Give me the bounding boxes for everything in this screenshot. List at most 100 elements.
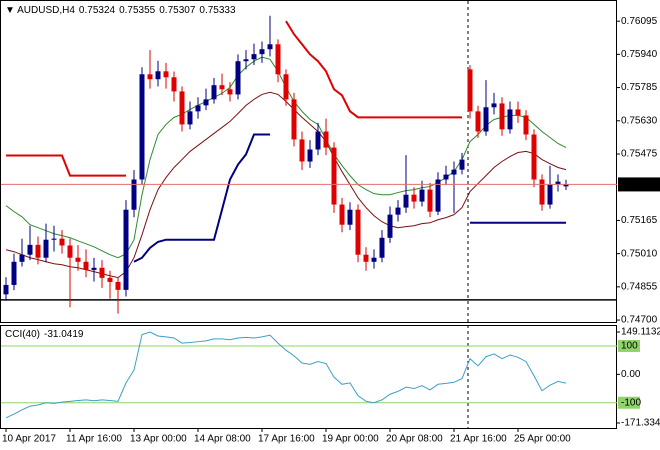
candle-body bbox=[443, 174, 449, 180]
candle-body bbox=[147, 74, 153, 80]
step-line bbox=[133, 133, 270, 263]
candle-body bbox=[203, 99, 209, 106]
y-tick-label: 0.75165 bbox=[621, 215, 658, 226]
candle-body bbox=[451, 169, 457, 175]
candle-body bbox=[435, 179, 441, 212]
candle-body bbox=[19, 254, 25, 262]
candle-body bbox=[491, 103, 497, 108]
step-line bbox=[6, 154, 126, 177]
candle-body bbox=[483, 107, 489, 132]
candle-body bbox=[419, 189, 425, 202]
candle-body bbox=[3, 284, 9, 295]
cci-tick-label: 149.1132 bbox=[621, 327, 660, 338]
high-value: 0.75355 bbox=[119, 5, 156, 16]
candle-body bbox=[115, 281, 121, 290]
header-arrow: ▼ bbox=[5, 5, 17, 16]
candle-body bbox=[275, 44, 281, 75]
candle-body bbox=[563, 184, 569, 187]
y-tick-label: 0.75940 bbox=[621, 49, 658, 60]
candle-body bbox=[91, 267, 97, 270]
indicator-name: CCI(40) bbox=[5, 329, 40, 340]
candle-body bbox=[195, 105, 201, 112]
candle-body bbox=[107, 277, 113, 282]
candle-body bbox=[403, 194, 409, 208]
y-tick-label: 0.75785 bbox=[621, 82, 658, 93]
y-tick-label: 0.74700 bbox=[621, 315, 658, 326]
candle-body bbox=[59, 238, 65, 246]
candle-body bbox=[251, 54, 257, 60]
candle-body bbox=[499, 103, 505, 130]
candle-body bbox=[411, 194, 417, 202]
cci-level-box bbox=[618, 339, 640, 352]
candle-body bbox=[43, 239, 49, 258]
x-tick-label: 21 Apr 16:00 bbox=[450, 434, 507, 445]
candle-body bbox=[211, 85, 217, 100]
candle-body bbox=[259, 49, 265, 55]
candle-body bbox=[235, 61, 241, 95]
candle-body bbox=[339, 204, 345, 225]
candle-body bbox=[507, 109, 513, 130]
cci-tick-label: 0.00 bbox=[621, 369, 641, 380]
indicator-header: CCI(40) -31.0419 bbox=[5, 329, 84, 340]
indicator-value: -31.0419 bbox=[44, 329, 84, 340]
candle-body bbox=[363, 254, 369, 262]
x-tick-label: 17 Apr 16:00 bbox=[258, 434, 315, 445]
price-label: 0.75333 bbox=[621, 179, 658, 190]
chart-header: ▼ AUDUSD,H4 0.75324 0.75355 0.75307 0.75333 bbox=[5, 5, 236, 16]
candle-body bbox=[163, 71, 169, 78]
candle-body bbox=[67, 245, 73, 258]
y-tick-label: 0.75010 bbox=[621, 248, 658, 259]
candle-body bbox=[475, 111, 481, 132]
symbol: AUDUSD,H4 bbox=[17, 5, 75, 16]
y-tick-label: 0.75630 bbox=[621, 115, 658, 126]
candle-body bbox=[531, 134, 537, 180]
close-value: 0.75333 bbox=[199, 5, 236, 16]
candle-body bbox=[83, 261, 89, 270]
candle-body bbox=[243, 59, 249, 62]
candle-body bbox=[379, 237, 385, 258]
candle-body bbox=[395, 207, 401, 215]
candle-body bbox=[75, 257, 81, 262]
indicator-panel bbox=[0, 325, 617, 429]
candle-body bbox=[515, 109, 521, 116]
candle-body bbox=[291, 99, 297, 140]
candle-body bbox=[323, 131, 329, 148]
candle-body bbox=[155, 71, 161, 80]
candle-body bbox=[131, 179, 137, 210]
x-tick-label: 25 Apr 00:00 bbox=[514, 434, 571, 445]
candle-body bbox=[267, 44, 273, 50]
candle-body bbox=[51, 238, 57, 240]
x-tick-label: 19 Apr 00:00 bbox=[322, 434, 379, 445]
candle-body bbox=[539, 179, 545, 205]
candle-body bbox=[331, 147, 337, 205]
open-value: 0.75324 bbox=[79, 5, 116, 16]
cci-line bbox=[5, 331, 567, 419]
y-tick-label: 0.76095 bbox=[621, 16, 658, 27]
candle-body bbox=[99, 267, 105, 278]
x-tick-label: 14 Apr 08:00 bbox=[194, 434, 251, 445]
cci-tick-label: -171.334 bbox=[621, 418, 660, 429]
candle-body bbox=[187, 111, 193, 125]
cci-level-box bbox=[618, 396, 640, 409]
candle-body bbox=[355, 209, 361, 255]
candle-body bbox=[307, 149, 313, 162]
candle-body bbox=[387, 214, 393, 238]
x-tick-label: 13 Apr 00:00 bbox=[130, 434, 187, 445]
step-line bbox=[285, 20, 462, 119]
candle-body bbox=[459, 159, 465, 170]
low-value: 0.75307 bbox=[159, 5, 196, 16]
candle-body bbox=[35, 244, 41, 258]
candle-body bbox=[219, 85, 225, 90]
candle-body bbox=[555, 181, 561, 185]
candle-body bbox=[171, 77, 177, 92]
candle-body bbox=[347, 209, 353, 225]
x-tick-label: 10 Apr 2017 bbox=[2, 434, 56, 445]
candle-body bbox=[227, 89, 233, 95]
candle-body bbox=[123, 209, 129, 290]
candle-body bbox=[139, 74, 145, 180]
candle-body bbox=[11, 261, 17, 285]
candle-body bbox=[371, 257, 377, 262]
candle-body bbox=[179, 91, 185, 125]
cci-level-label: 100 bbox=[621, 341, 638, 352]
